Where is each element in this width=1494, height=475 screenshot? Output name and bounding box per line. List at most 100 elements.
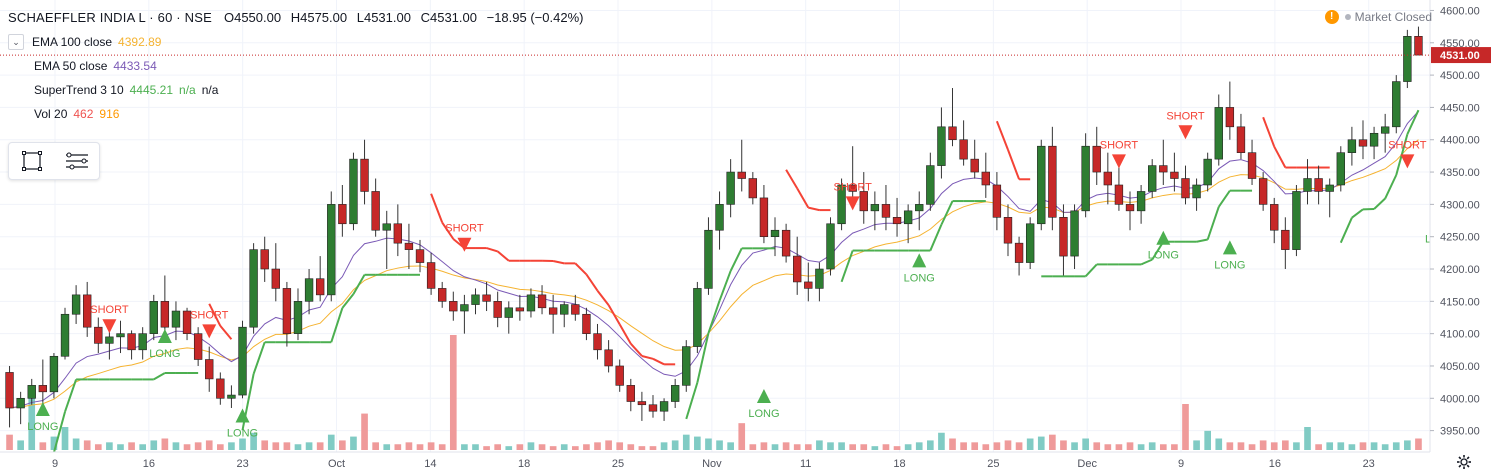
volume-bar <box>505 446 512 450</box>
volume-bar <box>1227 442 1234 450</box>
volume-bar <box>395 444 402 450</box>
candle-body <box>94 327 102 343</box>
indicator-name: EMA 50 close <box>34 59 107 73</box>
volume-bar <box>239 439 246 451</box>
volume-bar <box>1060 440 1067 450</box>
indicator-row-ema50[interactable]: EMA 50 close 4433.54 <box>8 54 589 78</box>
volume-bar <box>1071 442 1078 450</box>
candle-body <box>882 204 890 217</box>
volume-bar <box>494 444 501 450</box>
volume-bar <box>1182 404 1189 450</box>
candle-body <box>150 301 158 333</box>
candle-body <box>1370 133 1378 146</box>
supertrend-segment <box>1274 147 1285 168</box>
volume-bar <box>1093 442 1100 450</box>
indicator-extra-2: n/a <box>202 83 219 97</box>
candle-body <box>571 305 579 315</box>
long-arrow-icon <box>1223 240 1237 254</box>
price-axis[interactable]: 3950.004000.004050.004100.004150.004200.… <box>1430 0 1494 474</box>
candle-body <box>793 256 801 282</box>
long-signal-label: LONG <box>1214 259 1245 271</box>
volume-bar <box>1138 444 1145 450</box>
candle-body <box>804 282 812 288</box>
price-tick-label: 4200.00 <box>1440 264 1480 276</box>
candle-body <box>216 379 224 398</box>
indicator-row-ema100[interactable]: ⌄ EMA 100 close 4392.89 <box>8 30 589 54</box>
short-arrow-icon <box>1112 154 1126 168</box>
volume-bar <box>1005 440 1012 450</box>
candle-body <box>505 308 513 318</box>
volume-bar <box>1171 444 1178 450</box>
volume-bar <box>716 440 723 450</box>
volume-bar <box>971 442 978 450</box>
volume-bar <box>106 442 113 450</box>
volume-bar <box>1271 442 1278 450</box>
volume-bar <box>1016 442 1023 450</box>
volume-bar <box>816 440 823 450</box>
price-tick-label: 4100.00 <box>1440 329 1480 341</box>
market-status[interactable]: ! Market Closed <box>1325 10 1432 24</box>
candle-body <box>1237 127 1245 153</box>
candle-body <box>1071 211 1079 256</box>
volume-bar <box>173 442 180 450</box>
supertrend-segment <box>1385 175 1396 199</box>
candle-body <box>616 366 624 385</box>
supertrend-segment <box>1197 240 1208 242</box>
list-settings-icon[interactable] <box>62 147 92 175</box>
volume-bar <box>1293 442 1300 450</box>
supertrend-segment <box>1352 209 1363 217</box>
long-signal-label: LONG <box>1148 250 1179 262</box>
volume-bar <box>572 446 579 450</box>
supertrend-segment <box>1263 117 1274 146</box>
volume-bar <box>6 435 13 450</box>
warning-icon[interactable]: ! <box>1325 10 1339 24</box>
volume-bar <box>1127 442 1134 450</box>
candle-body <box>1415 36 1423 55</box>
volume-bar <box>1193 440 1200 450</box>
candle-body <box>982 172 990 185</box>
time-tick-label: 9 <box>1178 458 1184 470</box>
volume-bar <box>705 439 712 451</box>
candle-body <box>361 159 369 191</box>
short-signal-label: SHORT <box>1388 139 1427 151</box>
volume-bar <box>827 442 834 450</box>
rectangle-tool-icon[interactable] <box>17 147 47 175</box>
candle-body <box>161 301 169 327</box>
volume-bar <box>905 444 912 450</box>
volume-bar <box>539 444 546 450</box>
volume-bar <box>1349 444 1356 450</box>
volume-bar <box>350 437 357 450</box>
short-signal-label: SHORT <box>445 223 484 235</box>
long-signal-label: LONG <box>227 427 258 439</box>
candle-body <box>338 204 346 223</box>
gear-icon[interactable] <box>1456 454 1472 470</box>
long-signal-label: LONG <box>27 421 58 433</box>
indicator-value: 462 <box>73 107 93 121</box>
indicator-row-volume[interactable]: Vol 20 462 916 <box>8 102 589 126</box>
candle-body <box>294 301 302 333</box>
short-signal-label: SHORT <box>90 304 129 316</box>
volume-bar <box>650 446 657 450</box>
price-tick-label: 4150.00 <box>1440 296 1480 308</box>
short-arrow-icon <box>102 319 116 333</box>
volume-bar <box>184 444 191 450</box>
candle-body <box>17 398 25 408</box>
volume-bar <box>872 446 879 450</box>
candle-body <box>1137 191 1145 210</box>
volume-bar <box>949 439 956 451</box>
candle-body <box>461 305 469 311</box>
candle-body <box>1126 204 1134 210</box>
indicator-row-supertrend[interactable]: SuperTrend 3 10 4445.21 n/a n/a <box>8 78 589 102</box>
chevron-down-icon[interactable]: ⌄ <box>8 34 24 50</box>
candle-body <box>305 279 313 302</box>
last-price-label: 4531.00 <box>1440 50 1480 62</box>
candle-body <box>427 263 435 289</box>
time-tick-label: Oct <box>328 458 345 470</box>
symbol-title[interactable]: SCHAEFFLER INDIA L · 60 · NSE <box>8 11 212 25</box>
price-tick-label: 4600.00 <box>1440 5 1480 17</box>
low-value: L4531.00 <box>357 10 411 25</box>
candle-body <box>749 179 757 198</box>
price-tick-label: 4400.00 <box>1440 135 1480 147</box>
indicator-name: Vol 20 <box>34 107 67 121</box>
